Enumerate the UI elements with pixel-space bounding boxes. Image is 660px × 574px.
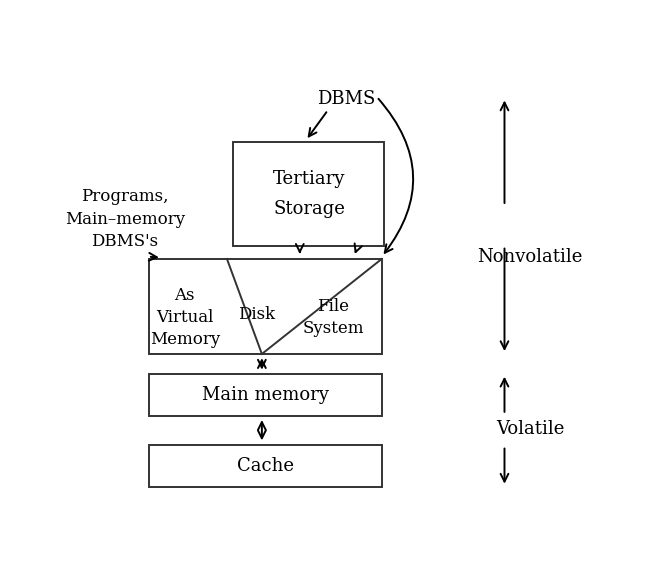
Text: Tertiary
Storage: Tertiary Storage <box>273 170 345 218</box>
Text: Main memory: Main memory <box>202 386 329 404</box>
Bar <box>149 259 381 354</box>
Text: As
Virtual
Memory: As Virtual Memory <box>150 286 220 348</box>
Text: Volatile: Volatile <box>496 420 564 438</box>
Text: DBMS: DBMS <box>317 90 375 108</box>
Bar <box>149 444 381 487</box>
Text: Nonvolatile: Nonvolatile <box>477 248 583 266</box>
Bar <box>234 142 384 246</box>
Text: Disk: Disk <box>238 306 275 323</box>
Text: File
System: File System <box>302 298 364 337</box>
Text: Programs,
Main–memory
DBMS's: Programs, Main–memory DBMS's <box>65 188 185 250</box>
Text: Cache: Cache <box>237 456 294 475</box>
Bar <box>149 374 381 416</box>
